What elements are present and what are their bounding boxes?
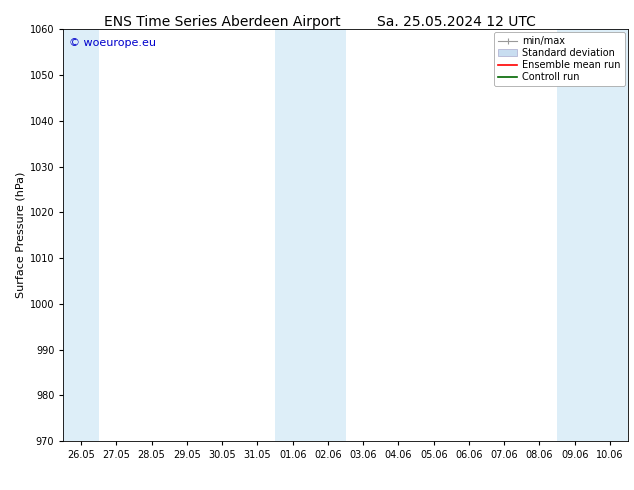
Text: Sa. 25.05.2024 12 UTC: Sa. 25.05.2024 12 UTC xyxy=(377,15,536,29)
Bar xyxy=(275,29,346,441)
Legend: min/max, Standard deviation, Ensemble mean run, Controll run: min/max, Standard deviation, Ensemble me… xyxy=(494,32,624,86)
Bar xyxy=(557,29,628,441)
Bar xyxy=(63,29,99,441)
Y-axis label: Surface Pressure (hPa): Surface Pressure (hPa) xyxy=(16,172,25,298)
Text: ENS Time Series Aberdeen Airport: ENS Time Series Aberdeen Airport xyxy=(103,15,340,29)
Text: © woeurope.eu: © woeurope.eu xyxy=(69,38,156,48)
